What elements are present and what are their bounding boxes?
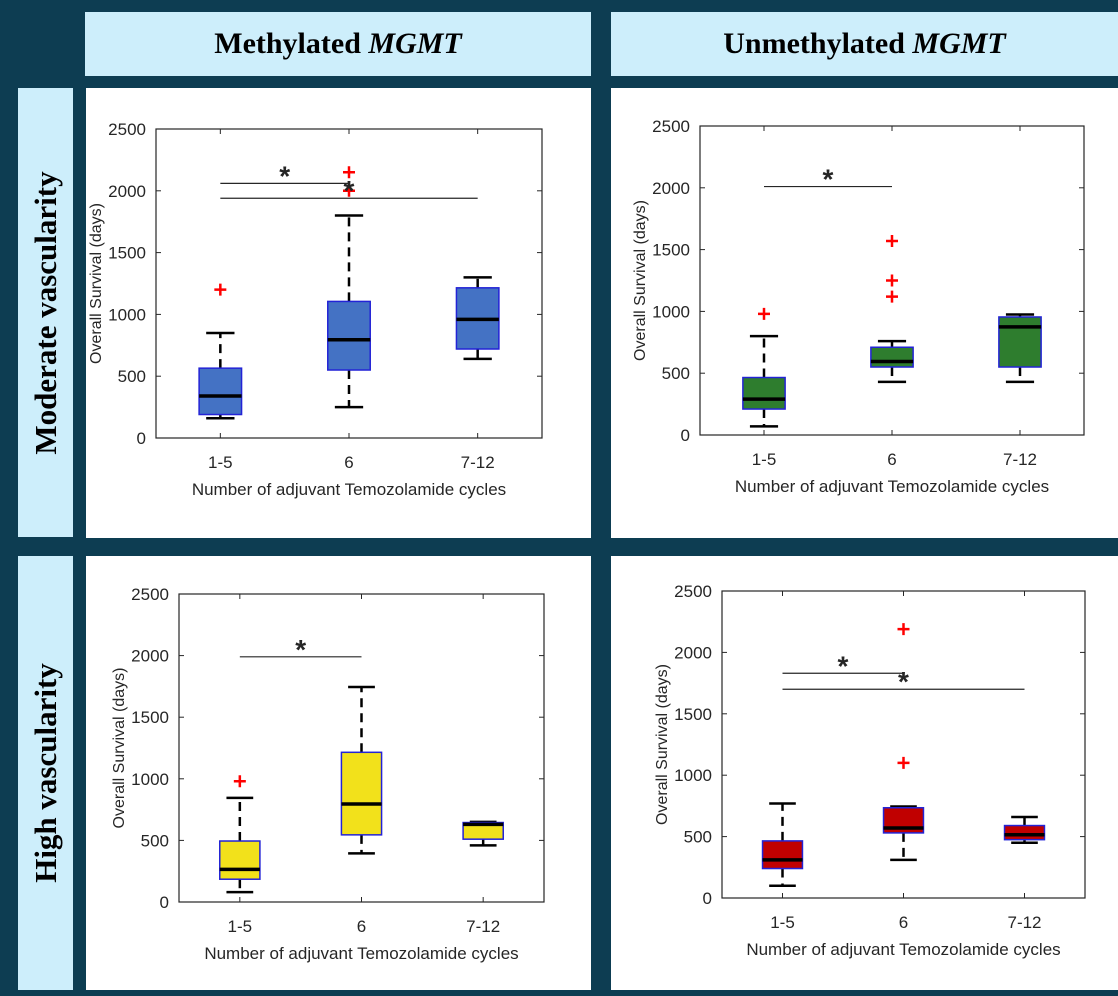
panel-methylated-high: 0 500 1000 1500 2000 2500 1-5 6 7-12 Number of ad… (86, 556, 591, 990)
x-tick-label: 6 (357, 917, 366, 936)
y-tick-label: 2000 (652, 179, 690, 198)
outlier-marker (343, 166, 355, 179)
box-6 (327, 300, 371, 371)
column-header-unmethylated-prefix: Unmethylated (723, 27, 913, 60)
x-tick-label: 7-12 (461, 453, 495, 472)
significance-star: * (279, 160, 290, 191)
box-6 (870, 346, 914, 368)
significance-star: * (823, 164, 834, 195)
x-tick-label: 6 (887, 450, 896, 469)
x-axis-label: Number of adjuvant Temozolamide cycles (204, 944, 518, 963)
y-tick-label: 2500 (674, 582, 712, 601)
y-tick-label: 0 (137, 429, 146, 448)
x-tick-label: 1-5 (208, 453, 233, 472)
column-header-unmethylated: Unmethylated MGMT (611, 12, 1118, 76)
box-6 (340, 751, 383, 836)
outlier-marker (233, 775, 246, 788)
y-tick-label: 1000 (131, 770, 169, 789)
y-tick-label: 1500 (108, 244, 146, 263)
boxplot-methylated-high: 0 500 1000 1500 2000 2500 1-5 6 7-12 Number of ad… (111, 585, 545, 963)
y-tick-label: 2000 (108, 182, 146, 201)
column-header-unmethylated-gene: MGMT (912, 27, 1006, 60)
x-axis-label: Number of adjuvant Temozolamide cycles (735, 477, 1049, 496)
x-tick-label: 1-5 (770, 913, 795, 932)
boxplot-unmethylated-moderate: 0 500 1000 1500 2000 2500 1-5 6 7-12 Number of ad… (632, 117, 1085, 496)
box-1-5 (219, 840, 261, 880)
box-1-5 (761, 840, 804, 870)
outlier-marker (886, 290, 898, 303)
box-7-12 (1003, 824, 1046, 841)
box-1-5 (742, 376, 786, 410)
significance-star: * (898, 666, 909, 697)
y-axis-label: Overall Survival (days) (88, 203, 105, 364)
column-header-methylated-prefix: Methylated (214, 27, 369, 60)
y-tick-label: 1000 (652, 302, 690, 321)
y-tick-label: 2000 (674, 643, 712, 662)
column-header-methylated: Methylated MGMT (85, 12, 591, 76)
x-tick-label: 7-12 (1003, 450, 1037, 469)
y-tick-label: 0 (160, 893, 169, 912)
box-7-12 (998, 316, 1042, 368)
y-axis-label: Overall Survival (days) (632, 200, 649, 361)
x-tick-label: 1-5 (752, 450, 777, 469)
row-header-moderate: Moderate vascularity (18, 88, 73, 537)
row-header-moderate-label: Moderate vascularity (27, 170, 63, 455)
row-header-high-label: High vascularity (27, 663, 63, 883)
y-axis-label: Overall Survival (days) (111, 668, 128, 829)
box-7-12 (462, 821, 504, 840)
y-tick-label: 1000 (108, 305, 146, 324)
x-tick-label: 1-5 (228, 917, 253, 936)
boxplot-methylated-moderate: 0 500 1000 1500 2000 2500 1-5 6 7-12 Number of ad… (88, 120, 543, 499)
row-header-high: High vascularity (18, 556, 73, 990)
outlier-marker (758, 307, 770, 320)
y-tick-label: 1500 (652, 241, 690, 260)
y-tick-label: 2500 (131, 585, 169, 604)
y-tick-label: 1500 (131, 708, 169, 727)
box-1-5 (198, 367, 243, 416)
y-tick-label: 2500 (108, 120, 146, 139)
x-tick-label: 7-12 (1007, 913, 1041, 932)
y-tick-label: 0 (703, 889, 712, 908)
panel-unmethylated-high: 0 500 1000 1500 2000 2500 1-5 6 7-12 Number of ad… (611, 556, 1118, 990)
y-tick-label: 2500 (652, 117, 690, 136)
outlier-marker (214, 283, 227, 296)
outlier-marker (897, 623, 910, 636)
y-axis-label: Overall Survival (days) (654, 664, 671, 825)
x-tick-label: 7-12 (466, 917, 500, 936)
outlier-marker (343, 184, 355, 197)
x-axis-label: Number of adjuvant Temozolamide cycles (192, 480, 506, 499)
x-axis-label: Number of adjuvant Temozolamide cycles (746, 940, 1060, 959)
x-tick-label: 6 (899, 913, 908, 932)
panel-methylated-moderate: 0 500 1000 1500 2000 2500 1-5 6 7-12 Number of ad… (86, 88, 591, 538)
outlier-marker (897, 756, 910, 769)
y-tick-label: 500 (118, 367, 146, 386)
boxplot-unmethylated-high: 0 500 1000 1500 2000 2500 1-5 6 7-12 Number of ad… (654, 582, 1086, 959)
y-tick-label: 2000 (131, 647, 169, 666)
x-tick-label: 6 (344, 453, 353, 472)
outlier-marker (886, 274, 898, 287)
y-tick-label: 1500 (674, 705, 712, 724)
y-tick-label: 500 (684, 828, 712, 847)
outlier-marker (886, 234, 898, 247)
panel-unmethylated-moderate: 0 500 1000 1500 2000 2500 1-5 6 7-12 Number of ad… (611, 88, 1118, 538)
significance-star: * (295, 634, 306, 665)
y-tick-label: 500 (141, 831, 169, 850)
column-header-methylated-gene: MGMT (368, 27, 462, 60)
y-tick-label: 500 (662, 364, 690, 383)
significance-star: * (838, 650, 849, 681)
y-tick-label: 0 (681, 426, 690, 445)
significance-star: * (344, 175, 355, 206)
y-tick-label: 1000 (674, 766, 712, 785)
